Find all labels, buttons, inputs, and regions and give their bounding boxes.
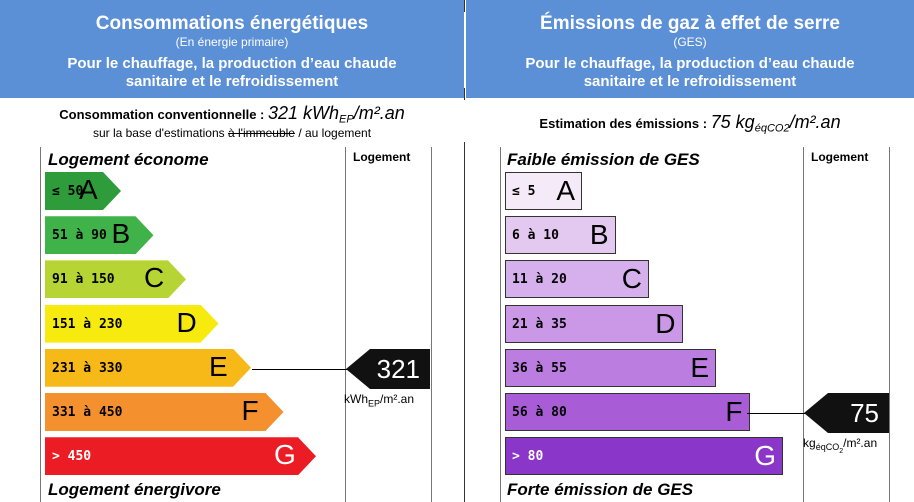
energy-column-label: Logement <box>353 150 411 164</box>
energy-class-g: > 450 G <box>45 437 316 476</box>
ges-class-letter: C <box>621 263 642 295</box>
energy-class-range: 331 à 450 <box>52 405 123 420</box>
ges-class-letter: D <box>655 307 676 339</box>
energy-basis-prefix: sur la base d'estimations <box>92 126 225 140</box>
energy-marker-value: 321 <box>376 354 420 384</box>
energy-description: Pour le chauffage, la production d’eau c… <box>0 55 464 91</box>
energy-basis-note: sur la base d'estimations à l'immeuble /… <box>0 126 464 140</box>
energy-marker-unit-tail: /m².an <box>380 392 415 406</box>
ges-title: Émissions de gaz à effet de serre <box>540 13 840 34</box>
energy-class-b: 51 à 90 B <box>45 216 154 255</box>
ges-class-letter: B <box>589 219 609 251</box>
divider-mid <box>464 88 465 100</box>
ges-class-letter: E <box>690 351 709 383</box>
ges-description-line1: Pour le chauffage, la production d’eau c… <box>525 55 855 72</box>
energy-class-letter: F <box>241 395 259 426</box>
energy-header: Consommations énergétiques (En énergie p… <box>0 0 464 98</box>
ges-class-range: > 80 <box>512 449 544 465</box>
ges-top-label: Faible émission de GES <box>507 150 700 169</box>
ges-class-letter: A <box>556 175 575 206</box>
energy-basis-suffix: / au logement <box>298 126 372 140</box>
ges-class-letter: F <box>725 396 743 427</box>
ges-class-b: 6 à 10 B <box>505 216 616 255</box>
ges-class-range: 56 à 80 <box>512 405 567 420</box>
energy-class-range: 51 à 90 <box>52 228 107 244</box>
energy-class-letter: A <box>79 174 98 205</box>
ges-marker-unit: kgéqCO2/m².an <box>803 436 877 455</box>
energy-top-label: Logement économe <box>48 150 209 169</box>
energy-title: Consommations énergétiques <box>95 13 369 34</box>
ges-subtitle: (GES) <box>673 35 707 49</box>
energy-bottom-label: Logement énergivore <box>48 480 221 499</box>
energy-estimate-sub: EP <box>339 113 354 126</box>
energy-class-letter: G <box>274 439 296 471</box>
ges-class-range: 6 à 10 <box>512 228 559 244</box>
energy-marker-unit-main: kWh <box>344 392 368 406</box>
energy-class-range: 151 à 230 <box>52 316 123 332</box>
ges-class-letter: G <box>754 440 776 472</box>
ges-class-range: ≤ 5 <box>512 184 536 199</box>
energy-description-line1: Pour le chauffage, la production d’eau c… <box>67 55 397 72</box>
energy-marker-leader <box>252 369 347 370</box>
ges-estimate-label: Estimation des émissions : <box>539 116 708 131</box>
ges-class-a: ≤ 5 A <box>505 172 582 210</box>
ges-marker-unit-sub2: 2 <box>839 448 844 456</box>
energy-subtitle: (En énergie primaire) <box>175 35 289 49</box>
ges-bottom-label: Forte émission de GES <box>507 480 694 499</box>
energy-class-letter: B <box>111 218 131 250</box>
energy-class-f: 331 à 450 F <box>45 393 284 431</box>
ges-marker-unit-sub-text: éqCO <box>815 442 840 453</box>
ges-class-f: 56 à 80 F <box>505 393 750 431</box>
ges-marker-value: 75 <box>850 398 879 428</box>
energy-class-range: > 450 <box>52 449 92 465</box>
energy-class-c: 91 à 150 C <box>45 260 186 299</box>
ges-class-g: > 80 G <box>505 437 783 476</box>
energy-class-range: ≤ 50 <box>52 184 84 199</box>
ges-estimate: Estimation des émissions : 75 kgéqCO2/m²… <box>466 112 914 135</box>
energy-marker-unit-sub: EP <box>368 398 381 409</box>
divider-bottom <box>464 142 465 502</box>
energy-estimate: Consommation conventionnelle : 321 kWhEP… <box>0 103 464 126</box>
energy-panel <box>40 147 432 502</box>
energy-class-letter: D <box>176 306 197 338</box>
energy-description-line2: sanitaire et le refroidissement <box>125 73 339 90</box>
energy-class-letter: E <box>209 350 228 382</box>
ges-estimate-sub: éqCO2 <box>754 122 790 135</box>
ges-marker-unit-tail: /m².an <box>843 436 878 450</box>
ges-panel <box>500 147 890 502</box>
ges-class-range: 11 à 20 <box>512 272 567 288</box>
ges-marker-unit-sub: éqCO2 <box>815 442 844 456</box>
ges-class-range: 21 à 35 <box>512 316 567 332</box>
energy-class-e: 231 à 330 E <box>45 348 251 387</box>
ges-class-e: 36 à 55 E <box>505 348 716 387</box>
ges-class-c: 11 à 20 C <box>505 260 649 299</box>
ges-description-line2: sanitaire et le refroidissement <box>583 73 797 90</box>
energy-class-letter: C <box>144 262 165 294</box>
ges-column-label: Logement <box>811 150 869 164</box>
energy-class-d: 151 à 230 D <box>45 304 219 343</box>
energy-estimate-unit: /m².an <box>353 103 405 123</box>
ges-header: Émissions de gaz à effet de serre (GES) … <box>466 0 914 98</box>
ges-class-d: 21 à 35 D <box>505 304 683 343</box>
ges-description: Pour le chauffage, la production d’eau c… <box>466 55 914 91</box>
energy-marker-unit: kWhEP/m².an <box>344 392 414 408</box>
ges-estimate-unit: /m².an <box>789 112 841 132</box>
energy-basis-struck: à l'immeuble <box>228 126 295 140</box>
energy-class-range: 91 à 150 <box>52 272 115 288</box>
ges-marker-leader <box>747 413 805 414</box>
energy-class-a: ≤ 50 A <box>45 172 121 210</box>
energy-column-divider <box>345 147 346 502</box>
energy-estimate-label: Consommation conventionnelle : <box>59 107 265 122</box>
ges-estimate-value: 75 kg <box>710 112 755 132</box>
energy-class-range: 231 à 330 <box>52 360 123 376</box>
energy-estimate-value: 321 kWh <box>268 103 340 123</box>
ges-marker-unit-main: kg <box>803 436 816 450</box>
divider-top <box>464 0 465 12</box>
ges-class-range: 36 à 55 <box>512 360 567 376</box>
ges-column-divider <box>803 147 804 502</box>
